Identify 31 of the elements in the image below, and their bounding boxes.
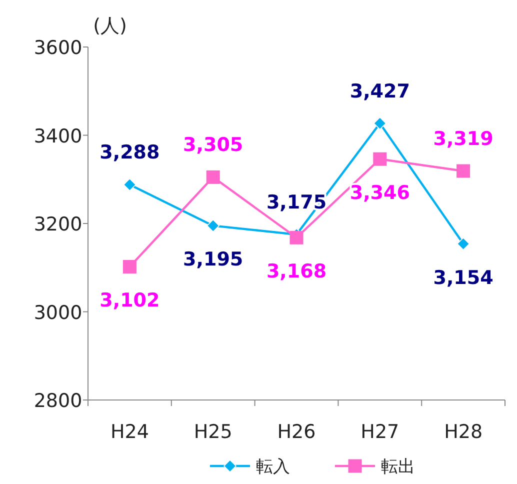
y-tick-label: 3600 [34,37,82,59]
point [456,164,470,178]
point [456,237,470,250]
y-tick-label: 2800 [34,390,82,412]
data-label: 3,427 [350,80,410,102]
y-tick-label: 3400 [34,125,82,148]
y-tick-label: 3000 [34,302,82,324]
point [206,170,220,184]
data-label: 3,346 [350,182,410,204]
point [206,219,220,232]
y-axis-title: (人) [93,15,127,37]
point [374,116,386,130]
x-tick-label: H25 [194,421,232,443]
data-label: 3,154 [433,266,494,289]
x-tick-label: H24 [110,421,149,443]
data-label: 3,305 [183,134,244,156]
data-label: 3,288 [100,142,160,164]
data-label: 3,195 [183,248,244,271]
x-tick-label: H26 [277,421,316,443]
legend-label: 転入 [256,457,290,477]
x-tick-label: H27 [360,421,400,443]
data-label: 3,102 [100,290,160,312]
data-label: 3,168 [266,260,327,283]
point [290,230,304,244]
data-label: 3,319 [433,128,494,150]
y-tick-label: 3200 [34,214,82,236]
x-tick-label: H28 [444,421,483,443]
point [122,260,136,274]
point [123,178,136,192]
legend-label: 転出 [381,457,415,477]
point [373,152,387,166]
